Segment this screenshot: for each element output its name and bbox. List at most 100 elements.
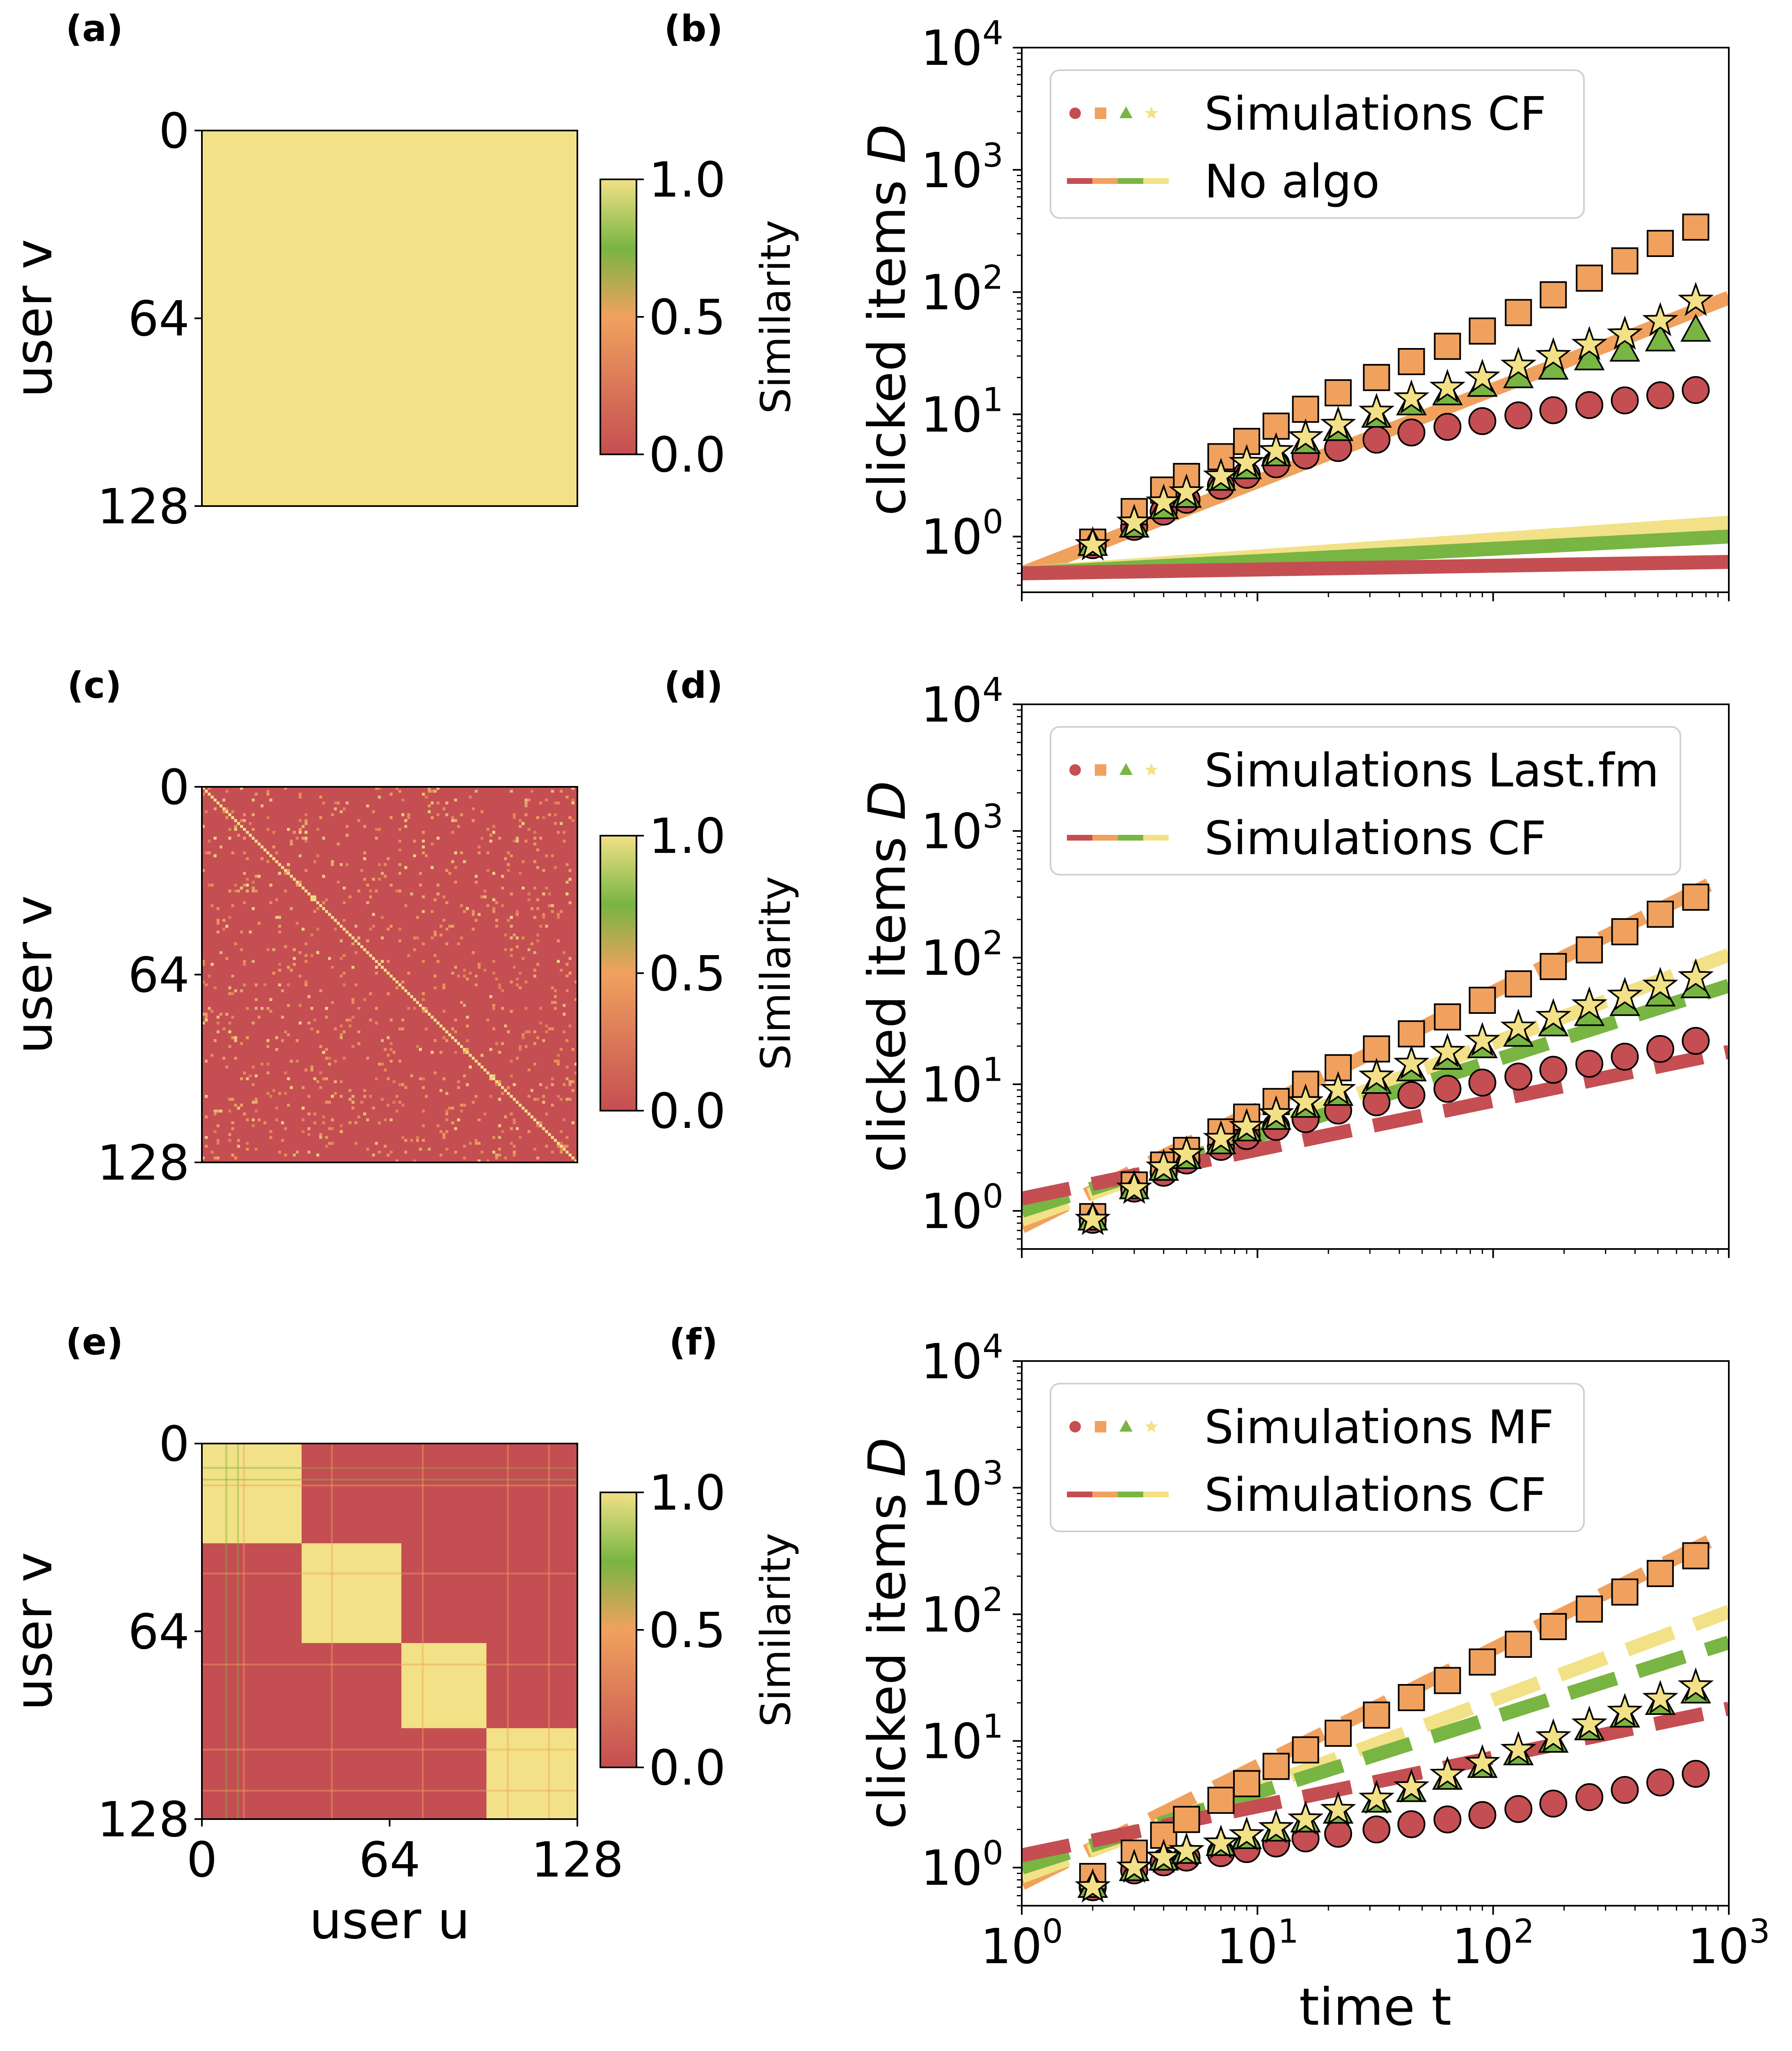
marker-circle (1468, 407, 1497, 435)
heatmap-c: 0 64 128 user v 1.0 0.5 0.0 Similarity (4, 759, 800, 1191)
heatmap-cell (433, 933, 437, 937)
heatmap-cell (334, 1027, 337, 1031)
heatmap-cell (439, 1051, 443, 1054)
heatmap-cell (533, 951, 536, 954)
heatmap-cell (228, 836, 231, 840)
loglog-f: 100 101 102 103 104 100 101 102 103 time t clicked… (858, 1327, 1770, 2037)
marker-square (1262, 1753, 1290, 1780)
diagonal-cell (536, 1121, 540, 1125)
heatmap-cell (249, 930, 252, 934)
diagonal-cell (237, 822, 240, 825)
heatmap-cell (471, 1100, 475, 1104)
heatmap-cell (219, 951, 223, 954)
heatmap-cell (310, 1066, 314, 1069)
heatmap-cell (545, 887, 548, 890)
diagonal-cell (295, 880, 299, 884)
heatmap-cell (348, 1121, 352, 1125)
heatmap-cell (571, 798, 574, 802)
heatmap-cell (339, 1095, 343, 1098)
heatmap-cell (565, 863, 569, 866)
diagonal-cell (539, 1124, 542, 1127)
heatmap-cell (425, 1027, 428, 1031)
heatmap-cell (515, 910, 519, 913)
heatmap-cell (322, 801, 325, 804)
heatmap-cell (481, 1054, 484, 1057)
heatmap-cell (284, 945, 287, 949)
heatmap-stripe (243, 1444, 245, 1819)
marker-star (1074, 1201, 1111, 1235)
heatmap-cell (313, 1112, 316, 1116)
diagonal-cell (522, 1107, 525, 1110)
heatmap-cell (481, 810, 484, 814)
heatmap-cell (522, 887, 525, 890)
heatmap-cell (384, 863, 387, 866)
diagonal-cell (574, 1159, 577, 1162)
marker-square (1324, 379, 1352, 406)
heatmap-cell (501, 1130, 504, 1133)
heatmap-cell (272, 1089, 275, 1092)
heatmap-cell (287, 828, 290, 831)
heatmap-cell (322, 1051, 325, 1054)
y-tick-label: 0 (159, 1416, 190, 1472)
plot-area (1022, 1525, 1729, 1903)
marker-star (1320, 406, 1356, 440)
heatmap-cell (237, 834, 240, 837)
heatmap-cell (533, 974, 536, 978)
diagonal-cell (510, 1095, 513, 1098)
heatmap-cell (366, 939, 369, 942)
heatmap-cell (510, 948, 513, 951)
heatmap-cell (310, 898, 314, 901)
heatmap-cell (554, 1059, 557, 1063)
heatmap-cell (319, 1071, 323, 1075)
heatmap-cell (275, 1118, 278, 1121)
heatmap-cell (524, 1030, 528, 1034)
heatmap-cell (401, 798, 405, 802)
colorbar-label: Similarity (752, 1533, 800, 1727)
heatmap-cell (527, 892, 531, 896)
heatmap-cell (433, 974, 437, 978)
heatmap-cell (527, 1068, 531, 1072)
heatmap-cell (568, 1098, 572, 1101)
marker-circle (1646, 381, 1675, 410)
heatmap-cell (407, 954, 410, 957)
heatmap-cell (568, 816, 572, 819)
marker-star (1287, 418, 1324, 453)
diagonal-cell (363, 948, 366, 951)
heatmap-cell (501, 904, 504, 907)
heatmap-cell (372, 810, 375, 814)
heatmap-cell (284, 1153, 287, 1157)
y-tick-label: 100 (921, 503, 1003, 565)
heatmap-cell (216, 1156, 220, 1160)
heatmap-cell (313, 860, 316, 863)
heatmap-cell (231, 851, 234, 855)
heatmap-cell (375, 966, 378, 969)
heatmap-cell (257, 875, 261, 878)
heatmap-cell (222, 919, 226, 922)
marker-star (1258, 1809, 1294, 1844)
heatmap-cell (372, 924, 375, 928)
heatmap-cell (565, 974, 569, 978)
heatmap-cell (533, 831, 536, 834)
heatmap-cell (331, 813, 334, 816)
heatmap-cell (211, 962, 214, 966)
diagonal-cell (433, 1018, 437, 1022)
legend-marker-triangle (1119, 106, 1133, 118)
heatmap-cell (510, 1059, 513, 1063)
heatmap-cell (489, 839, 492, 843)
reference-line-yellow (1022, 1605, 1729, 1883)
heatmap-cell (216, 1139, 220, 1142)
heatmap-cell (213, 1109, 217, 1113)
marker-square (1434, 1667, 1461, 1694)
heatmap-cell (542, 916, 545, 919)
marker-circle (1539, 1790, 1568, 1818)
diagonal-cell (563, 1148, 566, 1151)
heatmap-cell (389, 1150, 393, 1154)
heatmap-cell (252, 1066, 255, 1069)
heatmap-cell (272, 948, 275, 951)
heatmap-cell (556, 1059, 560, 1063)
marker-star (1145, 1838, 1182, 1873)
diagonal-cell (228, 813, 231, 816)
heatmap-cell (234, 1104, 237, 1107)
heatmap-cell (460, 1001, 463, 1004)
diagonal-cell (266, 851, 270, 855)
